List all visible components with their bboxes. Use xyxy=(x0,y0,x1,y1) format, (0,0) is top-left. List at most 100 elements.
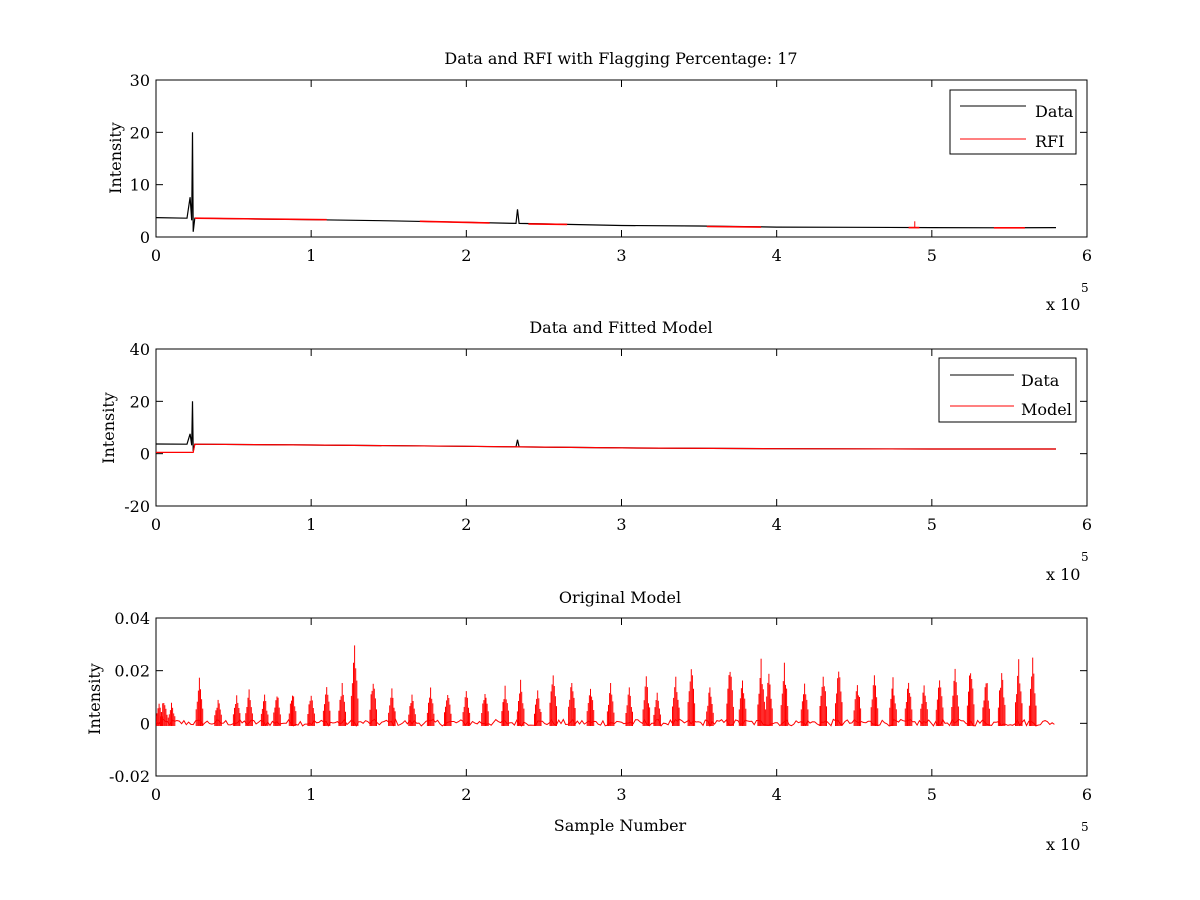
panel-3-x-tick-label: 2 xyxy=(461,785,471,804)
panel-2-legend-box xyxy=(938,357,1077,423)
panel-3-series-original-model-peak xyxy=(653,692,661,726)
panel-3-series-original-model-peak xyxy=(982,683,990,726)
panel-2-ylabel: Intensity xyxy=(99,392,118,464)
panel-3-series-original-model-peak xyxy=(904,682,913,726)
panel-2: Data and Fitted Model Intensity 0 1 2 3 4 5 6 -… xyxy=(99,318,1092,584)
panel-2-x-tick-label: 6 xyxy=(1082,515,1092,534)
panel-1-ylabel: Intensity xyxy=(106,122,125,194)
panel-3-series-original-model-peak xyxy=(481,694,489,726)
panel-3-series-original-model-peak xyxy=(516,679,525,726)
panel-3-series-original-model-peak xyxy=(586,688,595,726)
panel-1-series-rfi-segment xyxy=(419,220,490,224)
panel-1-series-rfi-segment xyxy=(194,217,327,221)
panel-3-ylabel: Intensity xyxy=(85,663,104,735)
panel-3-series-original-model-peak xyxy=(160,703,168,726)
panel-2-y-tick-label: -20 xyxy=(124,497,150,516)
panel-1-y-tick-label: 20 xyxy=(130,123,150,142)
panel-1-series-group xyxy=(156,132,1057,232)
panel-3-series-original-model-peak xyxy=(625,687,633,726)
panel-3-series-original-model-peak xyxy=(388,688,396,726)
panel-3-series-original-model-peak xyxy=(369,683,377,726)
panel-3-series-original-model-peak xyxy=(534,690,542,726)
panel-3-series-original-model-peak xyxy=(819,676,827,726)
panel-3-series-original-model-peak xyxy=(642,676,651,726)
panel-3-series-original-model-peak xyxy=(780,662,789,726)
panel-1-plot-area: 0 1 2 3 4 5 6 0 10 20 30 xyxy=(130,71,1092,265)
panel-2-x-tick-label: 5 xyxy=(927,515,937,534)
panel-3-series-original-model-peak xyxy=(568,683,576,726)
panel-3-series-original-model-peak xyxy=(800,683,809,726)
panel-3-x-exponent-power: 5 xyxy=(1081,820,1089,834)
panel-3-series-original-model-peak xyxy=(426,687,435,726)
panel-3-series-original-model-peak xyxy=(966,673,975,726)
panel-3-x-tick-label: 1 xyxy=(306,785,316,804)
panel-3-series-original-model-peak xyxy=(322,687,331,726)
panel-3-series-original-model-peak xyxy=(997,673,1006,726)
panel-3: Original Model Intensity 0 1 2 3 4 5 6-0.0200.… xyxy=(85,588,1092,854)
panel-3-x-tick-label: 4 xyxy=(772,785,782,804)
panel-2-x-tick-label: 2 xyxy=(461,515,471,534)
panel-3-series-original-model-peak xyxy=(350,645,359,726)
panel-1-x-exponent: x 10 xyxy=(1046,295,1080,314)
panel-3-xlabel: Sample Number xyxy=(554,816,687,835)
panel-3-title: Original Model xyxy=(559,588,681,607)
panel-1-x-tick-label: 1 xyxy=(306,246,316,265)
panel-3-series-group xyxy=(156,645,1055,727)
panel-2-series-model xyxy=(156,443,1056,453)
panel-3-series-original-model-peak xyxy=(232,695,241,726)
panel-1-title: Data and RFI with Flagging Percentage: 1… xyxy=(444,49,797,68)
panel-2-y-tick-label: 40 xyxy=(130,340,150,359)
panel-1-x-tick-label: 0 xyxy=(151,246,161,265)
panel-1-y-tick-label: 0 xyxy=(140,228,150,247)
panel-2-legend: Data Model xyxy=(938,357,1077,423)
panel-1-x-tick-label: 2 xyxy=(461,246,471,265)
panel-3-series-original-model-peak xyxy=(920,685,928,726)
panel-3-series-original-model-peak xyxy=(1028,657,1037,726)
panel-2-title: Data and Fitted Model xyxy=(529,318,712,337)
panel-1-x-exponent-power: 5 xyxy=(1081,281,1089,295)
panel-3-series-original-model-peak xyxy=(1015,659,1023,726)
panel-3-series-original-model-peak xyxy=(835,671,843,726)
panel-1-x-tick-label: 6 xyxy=(1082,246,1092,265)
panel-3-series-original-model-peak xyxy=(757,658,765,726)
panel-3-x-tick-label: 3 xyxy=(616,785,626,804)
panel-3-x-exponent: x 10 xyxy=(1046,835,1080,854)
panel-3-series-original-model-peak xyxy=(951,668,959,726)
panel-1-y-tick-label: 10 xyxy=(130,176,150,195)
panel-3-series-original-model-baseline xyxy=(156,718,1055,727)
panel-3-series-original-model-peak xyxy=(408,694,416,726)
panel-3-series-original-model-peak xyxy=(214,699,222,726)
panel-1-x-tick-label: 3 xyxy=(616,246,626,265)
panel-2-x-tick-label: 0 xyxy=(151,515,161,534)
panel-3-series-original-model-peak xyxy=(672,676,680,726)
panel-2-x-exponent-power: 5 xyxy=(1081,550,1089,564)
panel-2-y-tick-label: 0 xyxy=(140,445,150,464)
panel-1-series-rfi-segment xyxy=(528,223,568,226)
panel-2-legend-data-label: Data xyxy=(1021,371,1060,390)
panel-1-legend-data-label: Data xyxy=(1035,102,1074,121)
panel-3-series-original-model-peak xyxy=(444,695,452,726)
panel-2-x-tick-label: 1 xyxy=(306,515,316,534)
panel-3-series-original-model-peak xyxy=(606,683,615,726)
panel-3-series-original-model-peak xyxy=(889,677,897,726)
panel-3-series-original-model-peak xyxy=(260,694,269,726)
panel-3-series-original-model-peak xyxy=(288,695,297,726)
panel-1-legend-box xyxy=(949,89,1077,155)
panel-3-series-original-model-peak xyxy=(870,675,879,726)
panel-3-series-original-model-peak xyxy=(462,691,471,726)
panel-2-y-tick-label: 20 xyxy=(130,392,150,411)
panel-3-series-original-model-peak xyxy=(307,695,315,726)
panel-3-series-original-model-peak xyxy=(273,696,281,726)
panel-3-series-original-model-peak xyxy=(687,669,696,726)
panel-2-legend-model-label: Model xyxy=(1021,400,1072,419)
panel-1-series-rfi-segment xyxy=(706,225,762,228)
panel-3-series-original-model-peak xyxy=(726,671,734,726)
panel-3-y-tick-label: 0.02 xyxy=(114,662,150,681)
panel-1-x-tick-label: 5 xyxy=(927,246,937,265)
panel-3-series-original-model-peak xyxy=(853,685,862,726)
panel-1: Data and RFI with Flagging Percentage: 1… xyxy=(106,49,1092,314)
panel-3-y-tick-label: 0.04 xyxy=(114,609,150,628)
